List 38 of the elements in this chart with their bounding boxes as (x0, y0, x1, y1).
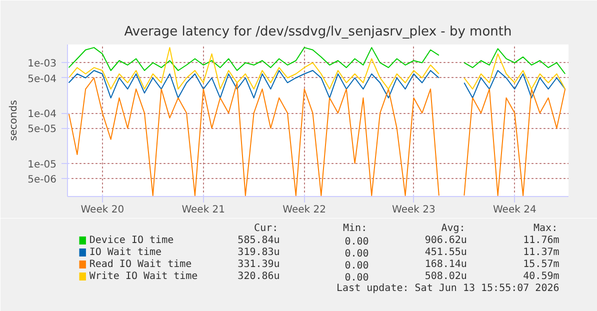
y-tick-label: 5e-05 (28, 124, 57, 136)
legend-label: Write IO Wait time (89, 271, 198, 282)
text: 906.62u (424, 235, 467, 246)
y-axis-title: seconds (8, 100, 20, 141)
text: 319.83u (238, 247, 280, 258)
text: 0.00 (344, 272, 369, 284)
text: 0.00 (344, 248, 369, 260)
text: 0.00 (344, 236, 369, 248)
text: 168.14u (424, 259, 467, 270)
text: 11.37m (523, 247, 560, 258)
text: 15.57m (523, 259, 560, 270)
legend-label: Device IO time (89, 235, 174, 246)
y-tick-label: 5e-04 (28, 74, 57, 85)
x-tick-label: Week 22 (282, 204, 326, 216)
text: Cur: (254, 223, 278, 234)
y-tick-label: 1e-03 (28, 58, 57, 70)
text: 508.02u (424, 271, 467, 282)
legend-label: IO Wait time (89, 247, 162, 258)
y-tick-label: 1e-05 (28, 159, 57, 170)
text: 585.84u (238, 235, 280, 246)
x-tick-label: Week 21 (182, 204, 226, 216)
x-tick-label: Week 24 (493, 204, 536, 216)
text: Max: (534, 223, 558, 234)
chart-title: Average latency for /dev/ssdvg/lv_senjasrv_plex - by month (124, 24, 512, 40)
text: 11.76m (523, 235, 560, 246)
x-tick-label: Week 23 (392, 204, 436, 216)
y-tick-label: 5e-06 (28, 174, 57, 186)
y-tick-label: 1e-04 (28, 109, 57, 120)
text: Min: (343, 223, 368, 234)
x-tick-label: Week 20 (80, 204, 124, 216)
text: 451.55u (424, 247, 467, 258)
text: 320.86u (238, 271, 280, 282)
text: 0.00 (344, 260, 369, 272)
text: Last update: Sat Jun 13 15:55:07 2026 (336, 283, 560, 294)
text: 40.59m (523, 271, 560, 282)
text: Avg: (441, 223, 466, 234)
legend-label: Read IO Wait time (89, 259, 192, 270)
text: 331.39u (238, 259, 280, 270)
